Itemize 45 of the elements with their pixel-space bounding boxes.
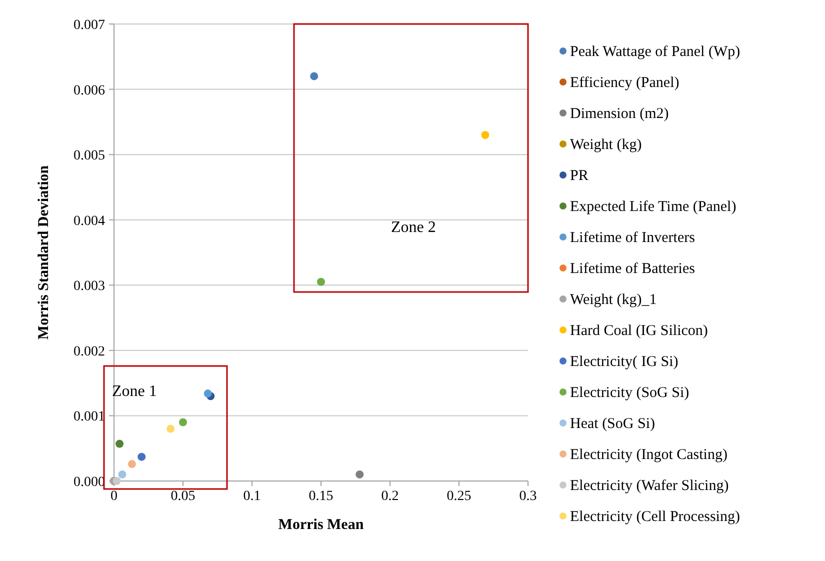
point [317, 278, 325, 286]
x-tick-label: 0.3 [519, 489, 537, 504]
x-axis-title: Morris Mean [278, 517, 364, 533]
point [204, 390, 212, 398]
x-tick-label: 0.05 [170, 489, 196, 504]
y-tick-label: 0.006 [74, 83, 105, 98]
legend-label: Heat (SoG Si) [570, 416, 655, 432]
legend-label: Weight (kg)_1 [570, 292, 657, 308]
annotation: Zone 1 [112, 383, 157, 400]
x-tick-label: 0.1 [243, 489, 261, 504]
y-tick-label: 0.002 [74, 344, 105, 360]
legend-label: Electricity (Cell Processing) [570, 509, 740, 525]
legend-label: Hard Coal (IG Silicon) [570, 323, 708, 339]
y-tick-label: 0.004 [74, 214, 105, 229]
y-tick-label: 0.001 [74, 410, 105, 425]
annotation: Zone 2 [391, 219, 436, 236]
legend-label: Lifetime of Inverters [570, 230, 696, 246]
legend-label: Weight (kg) [570, 137, 642, 153]
legend-label: Expected Life Time (Panel) [570, 199, 736, 215]
legend-label: PR [570, 168, 588, 184]
legend-label: Electricity (SoG Si) [570, 385, 690, 401]
y-tick-label: 0.003 [74, 279, 105, 294]
point [481, 130, 490, 139]
y-tick-label: 0.007 [74, 18, 105, 33]
point [179, 418, 187, 426]
x-tick-label: 0 [110, 489, 118, 504]
legend-label: Dimension (m2) [570, 106, 669, 122]
point [116, 440, 124, 448]
point [118, 470, 126, 478]
legend-label: Electricity (Ingot Casting) [570, 447, 728, 463]
y-axis-title: Morris Standard Deviation [36, 164, 52, 340]
x-tick-label: 0.2 [381, 489, 399, 504]
legend-label: Electricity (Wafer Slicing) [570, 478, 729, 494]
legend-label: Efficiency (Panel) [570, 75, 680, 91]
legend-label: Lifetime of Batteries [570, 261, 696, 277]
point [128, 460, 136, 468]
x-tick-label: 0.25 [446, 489, 472, 504]
legend-label: Peak Wattage of Panel (Wp) [570, 44, 740, 60]
point [166, 424, 175, 433]
point [138, 452, 146, 461]
x-tick-label: 0.15 [308, 489, 334, 504]
legend-label: Electricity( IG Si) [570, 354, 678, 370]
point [310, 72, 318, 80]
point [356, 470, 364, 478]
y-tick-label: 0.005 [74, 148, 105, 164]
